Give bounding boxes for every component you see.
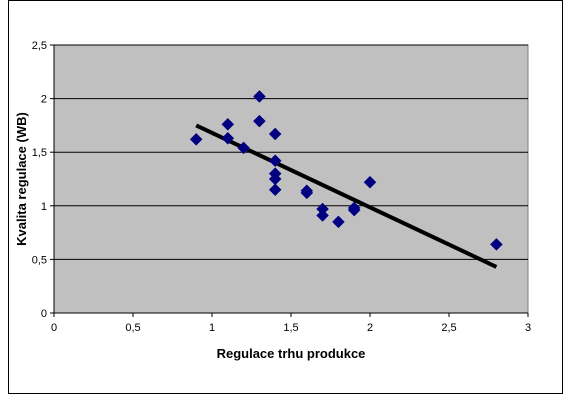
y-tick-label: 1 (41, 201, 47, 213)
data-point (490, 238, 503, 251)
y-tick-label: 1,5 (32, 147, 47, 159)
data-point (221, 131, 235, 145)
plot-area (53, 44, 529, 314)
data-point (189, 132, 203, 146)
data-point (268, 183, 282, 197)
y-tick-label: 2 (41, 94, 47, 106)
data-point (332, 215, 345, 229)
x-tick-label: 0,5 (125, 322, 140, 334)
data-point (221, 117, 235, 131)
x-tick-label: 0 (51, 322, 57, 334)
data-point (316, 209, 329, 222)
data-points (189, 90, 503, 251)
y-tick-label: 0,5 (32, 254, 47, 266)
data-point (268, 127, 282, 141)
data-point (363, 175, 377, 189)
data-point (300, 186, 314, 200)
tick-labels: 0 0,5 1 1,5 2 2,5 0 0,5 1 1,5 2 2,5 3 (32, 40, 531, 334)
data-point (347, 201, 361, 215)
x-tick-label: 2,5 (441, 322, 456, 334)
x-tick-label: 1 (209, 322, 215, 334)
data-point (268, 154, 282, 168)
data-point (237, 141, 250, 155)
x-tick-label: 2 (367, 322, 373, 334)
y-axis-title: Kvalita regulace (WB) (14, 112, 29, 246)
x-tick-label: 3 (525, 322, 531, 334)
data-point (253, 114, 266, 128)
y-tick-label: 0 (41, 308, 47, 320)
grid-lines (54, 44, 528, 260)
y-tick-label: 2,5 (32, 40, 47, 52)
x-axis-title: Regulace trhu produkce (217, 346, 366, 361)
data-point (253, 90, 266, 103)
x-tick-label: 1,5 (283, 322, 298, 334)
